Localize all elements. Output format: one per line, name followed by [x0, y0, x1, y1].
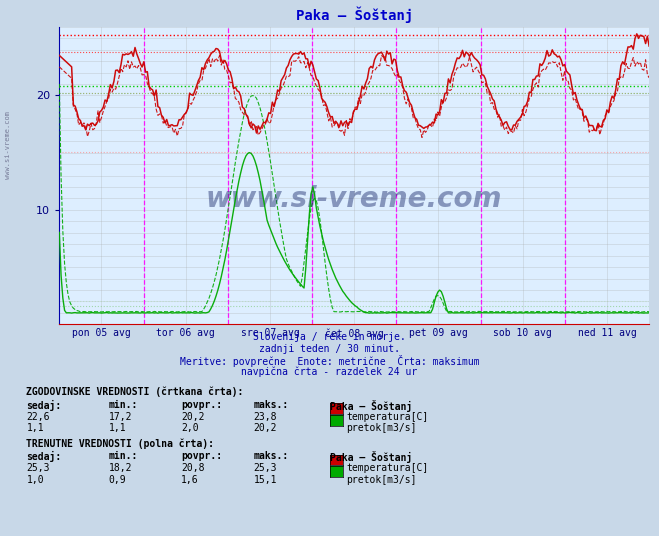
Text: 1,1: 1,1	[26, 423, 44, 434]
Text: ZGODOVINSKE VREDNOSTI (črtkana črta):: ZGODOVINSKE VREDNOSTI (črtkana črta):	[26, 387, 244, 398]
Text: pretok[m3/s]: pretok[m3/s]	[346, 475, 416, 485]
Text: 2,0: 2,0	[181, 423, 199, 434]
Text: maks.:: maks.:	[254, 400, 289, 410]
Text: 20,2: 20,2	[181, 412, 205, 422]
Text: 15,1: 15,1	[254, 475, 277, 485]
Text: www.si-vreme.com: www.si-vreme.com	[206, 185, 502, 213]
Text: 23,8: 23,8	[254, 412, 277, 422]
Text: 0,9: 0,9	[109, 475, 127, 485]
Text: min.:: min.:	[109, 451, 138, 461]
Text: navpična črta - razdelek 24 ur: navpična črta - razdelek 24 ur	[241, 366, 418, 377]
Text: 25,3: 25,3	[26, 463, 50, 473]
Text: temperatura[C]: temperatura[C]	[346, 463, 428, 473]
Text: pretok[m3/s]: pretok[m3/s]	[346, 423, 416, 434]
Text: povpr.:: povpr.:	[181, 451, 222, 461]
Text: sedaj:: sedaj:	[26, 400, 61, 411]
Text: 1,1: 1,1	[109, 423, 127, 434]
Text: TRENUTNE VREDNOSTI (polna črta):: TRENUTNE VREDNOSTI (polna črta):	[26, 438, 214, 449]
Text: temperatura[C]: temperatura[C]	[346, 412, 428, 422]
Text: 18,2: 18,2	[109, 463, 132, 473]
Text: Paka – Šoštanj: Paka – Šoštanj	[330, 400, 412, 412]
Text: maks.:: maks.:	[254, 451, 289, 461]
Text: 25,3: 25,3	[254, 463, 277, 473]
Text: min.:: min.:	[109, 400, 138, 410]
Text: Paka – Šoštanj: Paka – Šoštanj	[330, 451, 412, 463]
Title: Paka – Šoštanj: Paka – Šoštanj	[296, 6, 413, 23]
Text: 22,6: 22,6	[26, 412, 50, 422]
Text: 20,2: 20,2	[254, 423, 277, 434]
Text: Meritve: povprečne  Enote: metrične  Črta: maksimum: Meritve: povprečne Enote: metrične Črta:…	[180, 355, 479, 367]
Text: zadnji teden / 30 minut.: zadnji teden / 30 minut.	[259, 344, 400, 354]
Text: 20,8: 20,8	[181, 463, 205, 473]
Text: 1,0: 1,0	[26, 475, 44, 485]
Text: www.si-vreme.com: www.si-vreme.com	[5, 111, 11, 178]
Text: 17,2: 17,2	[109, 412, 132, 422]
Text: 1,6: 1,6	[181, 475, 199, 485]
Text: Slovenija / reke in morje.: Slovenija / reke in morje.	[253, 332, 406, 343]
Text: povpr.:: povpr.:	[181, 400, 222, 410]
Text: sedaj:: sedaj:	[26, 451, 61, 463]
